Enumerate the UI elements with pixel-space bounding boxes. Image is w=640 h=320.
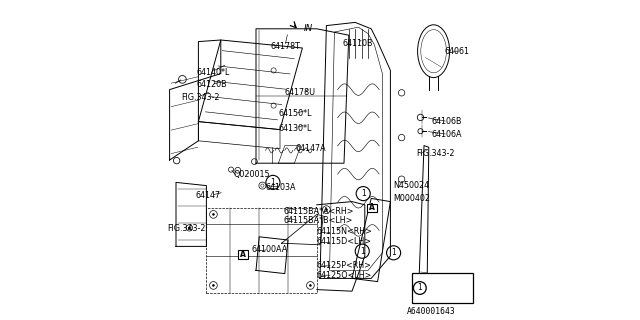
Text: 64130*L: 64130*L	[278, 124, 312, 132]
Text: A: A	[240, 250, 246, 259]
Text: 64115BA*B<LH>: 64115BA*B<LH>	[283, 216, 353, 225]
Text: 1: 1	[417, 284, 422, 292]
Text: N450024: N450024	[394, 181, 429, 190]
Text: 64178T: 64178T	[270, 42, 300, 51]
Text: 64178U: 64178U	[285, 88, 316, 97]
Text: 1: 1	[271, 178, 275, 187]
Text: 64125P<RH>: 64125P<RH>	[317, 261, 372, 270]
Circle shape	[212, 213, 215, 216]
Text: 64115D<LH>: 64115D<LH>	[317, 237, 372, 246]
FancyBboxPatch shape	[412, 273, 473, 303]
Text: 1: 1	[361, 189, 365, 198]
Text: IN: IN	[303, 24, 312, 33]
Text: 64061: 64061	[445, 47, 470, 56]
Text: Q020015: Q020015	[234, 170, 270, 179]
Text: 64150*L: 64150*L	[278, 109, 312, 118]
Text: 64103A: 64103A	[266, 183, 296, 192]
Text: 64100AA: 64100AA	[251, 245, 287, 254]
Circle shape	[188, 227, 191, 229]
Text: 64106A: 64106A	[432, 130, 463, 139]
Circle shape	[212, 284, 215, 287]
Circle shape	[325, 208, 328, 211]
Text: FIG.343-2: FIG.343-2	[416, 149, 454, 158]
FancyBboxPatch shape	[238, 250, 248, 259]
Text: 64115BA*A<RH>: 64115BA*A<RH>	[283, 207, 354, 216]
Text: 64110B: 64110B	[342, 39, 373, 48]
Text: 64120B: 64120B	[197, 80, 227, 89]
Text: FIG.343-2: FIG.343-2	[167, 224, 205, 233]
Circle shape	[309, 284, 312, 287]
Text: 64147: 64147	[195, 191, 220, 200]
Text: M000402: M000402	[394, 194, 431, 203]
FancyBboxPatch shape	[367, 204, 377, 212]
Text: A640001643: A640001643	[407, 307, 456, 316]
Text: 64115N<RH>: 64115N<RH>	[317, 228, 372, 236]
Text: 1: 1	[360, 247, 365, 256]
Text: 1: 1	[391, 248, 396, 257]
Text: 64125O<LH>: 64125O<LH>	[317, 271, 372, 280]
Ellipse shape	[418, 25, 450, 78]
Text: FIG.343-2: FIG.343-2	[181, 93, 220, 102]
Text: 64106B: 64106B	[432, 117, 463, 126]
Text: 64140*L: 64140*L	[197, 68, 230, 76]
Text: Q710007: Q710007	[430, 284, 464, 292]
Text: 64147A: 64147A	[296, 144, 326, 153]
Text: A: A	[369, 203, 375, 212]
